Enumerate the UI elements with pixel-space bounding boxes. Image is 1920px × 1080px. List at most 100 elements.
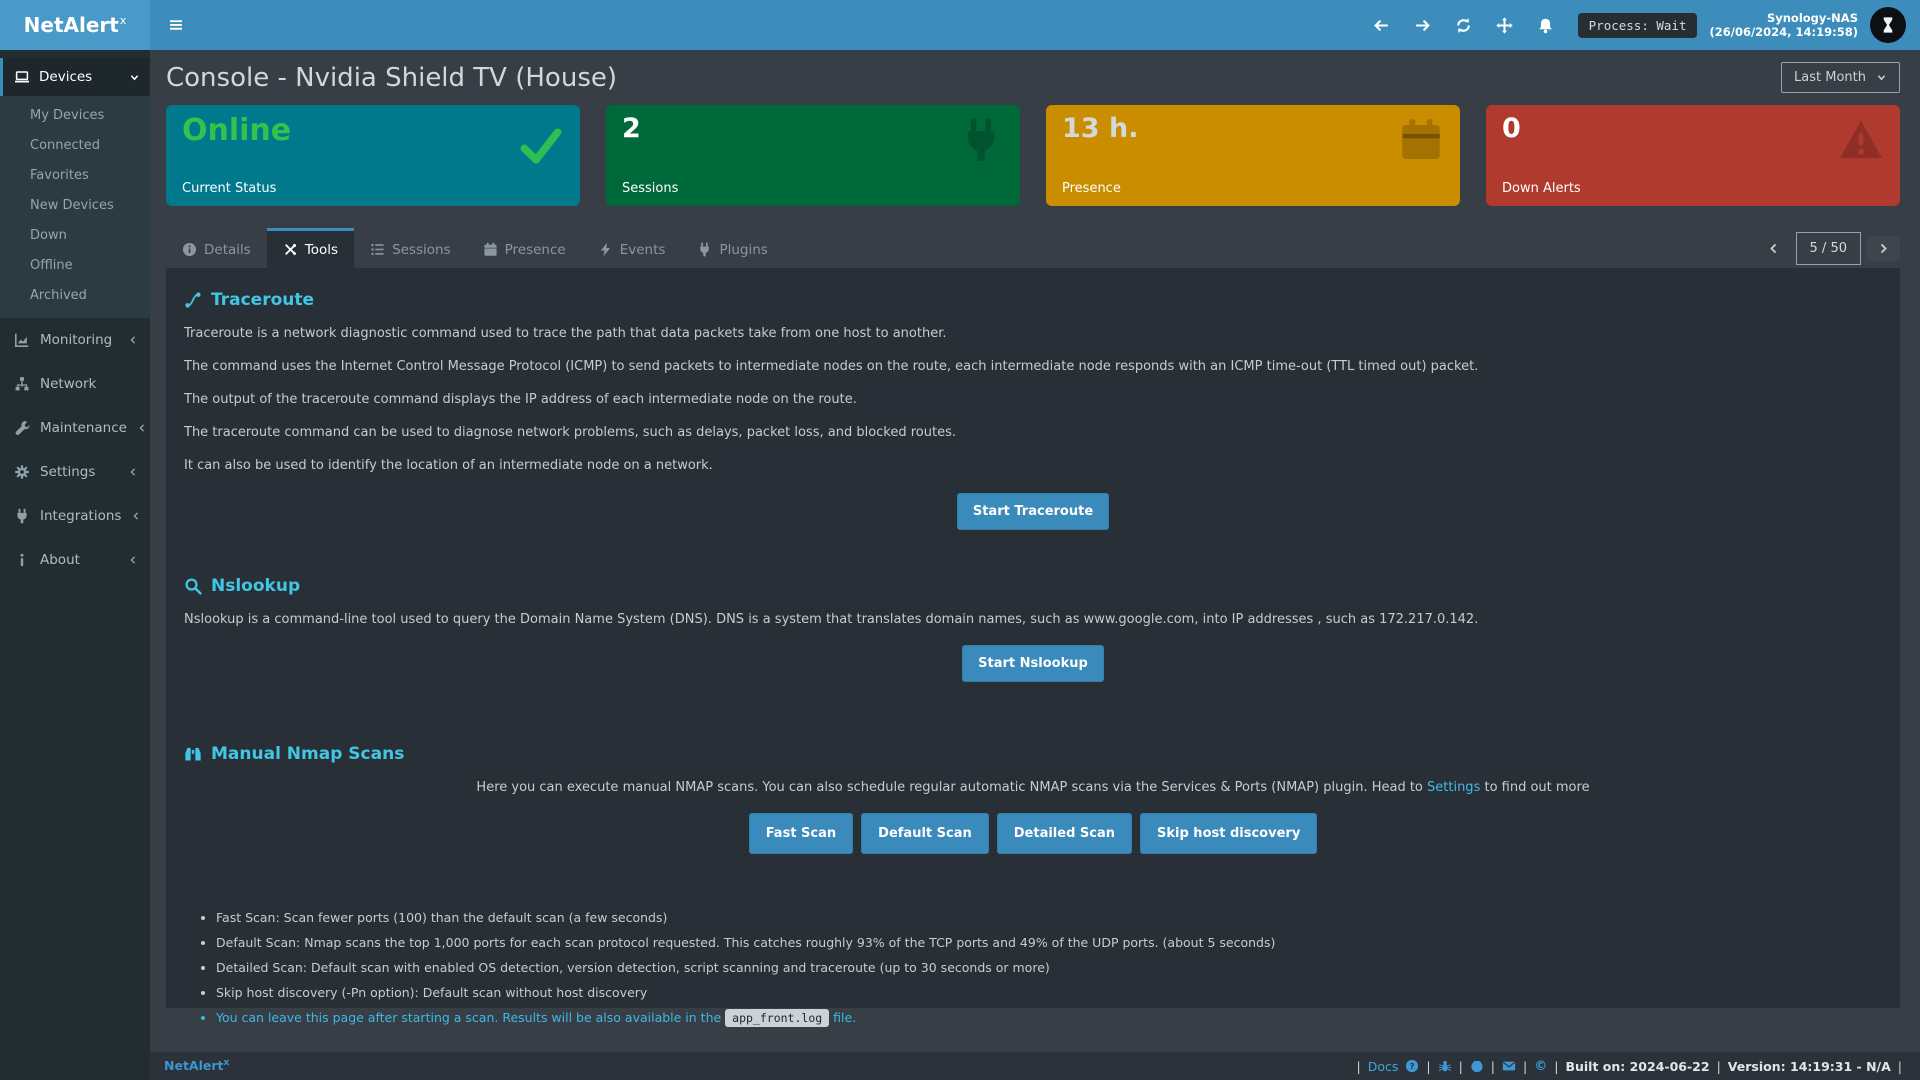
nmap-intro-tail: to find out more bbox=[1480, 780, 1590, 795]
traceroute-paragraph: The command uses the Internet Control Me… bbox=[184, 359, 1479, 374]
envelope-icon[interactable] bbox=[1502, 1059, 1516, 1073]
bolt-icon bbox=[598, 242, 613, 257]
chevron-left-icon bbox=[128, 467, 138, 477]
sidebar-item-favorites[interactable]: Favorites bbox=[30, 167, 89, 183]
tab-plugins[interactable]: Plugins bbox=[681, 228, 783, 268]
nmap-notes: Fast Scan: Scan fewer ports (100) than t… bbox=[184, 910, 1882, 1027]
sidebar-settings-label: Settings bbox=[40, 464, 96, 480]
current-status-value: Online bbox=[182, 113, 292, 148]
hamburger-icon[interactable] bbox=[150, 0, 202, 50]
separator: | bbox=[1716, 1058, 1721, 1074]
sidebar-item-down[interactable]: Down bbox=[30, 227, 67, 243]
footer-meta: | Docs | | | | © | Built on: 2024-06-22 … bbox=[1356, 1059, 1902, 1074]
current-status-card: Online Current Status bbox=[166, 105, 580, 206]
traceroute-paragraph: The output of the traceroute command dis… bbox=[184, 392, 857, 407]
info-icon bbox=[14, 552, 30, 568]
refresh-icon[interactable] bbox=[1443, 0, 1484, 50]
brand-logo[interactable]: NetAlertx bbox=[0, 0, 150, 50]
chevron-left-icon bbox=[128, 335, 138, 345]
sidebar-item-integrations[interactable]: Integrations bbox=[0, 494, 150, 538]
fast-scan-button[interactable]: Fast Scan bbox=[748, 813, 854, 854]
separator: | bbox=[1426, 1058, 1431, 1074]
period-select-value: Last Month bbox=[1794, 70, 1866, 85]
user-avatar[interactable] bbox=[1870, 7, 1906, 43]
sidebar-item-my-devices[interactable]: My Devices bbox=[30, 107, 105, 123]
question-circle-icon[interactable] bbox=[1405, 1059, 1419, 1073]
detailed-scan-button[interactable]: Detailed Scan bbox=[996, 813, 1133, 854]
tab-presence[interactable]: Presence bbox=[467, 228, 582, 268]
tab-sessions-label: Sessions bbox=[392, 241, 451, 258]
period-select[interactable]: Last Month bbox=[1781, 62, 1900, 93]
sidebar-item-maintenance[interactable]: Maintenance bbox=[0, 406, 150, 450]
sidebar-item-network[interactable]: Network bbox=[0, 362, 150, 406]
footer-brand-link[interactable]: NetAlertx bbox=[164, 1058, 229, 1073]
tab-events[interactable]: Events bbox=[582, 228, 682, 268]
nslookup-paragraph: Nslookup is a command-line tool used to … bbox=[184, 612, 1479, 627]
sidebar-integrations-label: Integrations bbox=[40, 508, 122, 524]
sidebar-network-label: Network bbox=[40, 376, 97, 392]
back-arrow-icon[interactable] bbox=[1361, 0, 1402, 50]
check-icon bbox=[518, 123, 564, 169]
chevron-left-icon bbox=[128, 555, 138, 565]
presence-label: Presence bbox=[1062, 181, 1121, 196]
start-traceroute-button[interactable]: Start Traceroute bbox=[956, 493, 1110, 530]
nslookup-title: Nslookup bbox=[211, 576, 301, 596]
status-cards: Online Current Status 2 Sessions 13 h. P… bbox=[166, 105, 1900, 206]
start-nslookup-button[interactable]: Start Nslookup bbox=[962, 645, 1104, 682]
tab-presence-label: Presence bbox=[504, 241, 566, 258]
sidebar-item-settings[interactable]: Settings bbox=[0, 450, 150, 494]
sidebar-about-label: About bbox=[40, 552, 80, 568]
tools-panel: Traceroute Traceroute is a network diagn… bbox=[166, 268, 1900, 1027]
devices-submenu: My Devices Connected Favorites New Devic… bbox=[0, 96, 150, 318]
nslookup-heading: Nslookup bbox=[184, 576, 1882, 596]
chevron-right-icon bbox=[1877, 242, 1890, 255]
traceroute-paragraph: Traceroute is a network diagnostic comma… bbox=[184, 326, 947, 341]
settings-link[interactable]: Settings bbox=[1427, 780, 1481, 795]
sidebar: Devices My Devices Connected Favorites N… bbox=[0, 50, 150, 1080]
binoculars-icon bbox=[184, 745, 202, 763]
github-icon[interactable] bbox=[1470, 1059, 1484, 1073]
footer: NetAlertx | Docs | | | | © | Built on: 2… bbox=[150, 1052, 1920, 1080]
tab-sessions[interactable]: Sessions bbox=[354, 228, 467, 268]
gear-icon bbox=[14, 464, 30, 480]
host-datetime: (26/06/2024, 14:19:58) bbox=[1709, 25, 1858, 39]
calendar-icon bbox=[1398, 117, 1444, 163]
bell-icon[interactable] bbox=[1525, 0, 1566, 50]
sessions-label: Sessions bbox=[622, 181, 679, 196]
sidebar-item-connected[interactable]: Connected bbox=[30, 137, 101, 153]
pager-prev-button[interactable] bbox=[1757, 236, 1790, 261]
chevron-down-icon bbox=[129, 72, 140, 83]
tab-tools[interactable]: Tools bbox=[266, 228, 355, 268]
chevron-down-icon bbox=[1876, 72, 1887, 83]
top-nav: Process: Wait Synology-NAS (26/06/2024, … bbox=[150, 0, 1920, 50]
chevron-left-icon bbox=[1767, 242, 1780, 255]
docs-link[interactable]: Docs bbox=[1367, 1058, 1399, 1074]
pager-next-button[interactable] bbox=[1867, 235, 1900, 261]
sidebar-item-offline[interactable]: Offline bbox=[30, 257, 73, 273]
bug-icon[interactable] bbox=[1438, 1059, 1452, 1073]
sidebar-item-new-devices[interactable]: New Devices bbox=[30, 197, 114, 213]
nmap-title: Manual Nmap Scans bbox=[211, 744, 405, 764]
tab-details[interactable]: Details bbox=[166, 228, 267, 268]
move-icon[interactable] bbox=[1484, 0, 1525, 50]
sidebar-monitoring-label: Monitoring bbox=[40, 332, 113, 348]
calendar-icon bbox=[483, 242, 498, 257]
route-icon bbox=[184, 291, 202, 309]
sidebar-item-archived[interactable]: Archived bbox=[30, 287, 87, 303]
pager-position: 5 / 50 bbox=[1795, 231, 1861, 265]
tab-plugins-label: Plugins bbox=[719, 241, 768, 258]
nmap-note-log-link[interactable]: You can leave this page after starting a… bbox=[216, 1009, 1882, 1027]
separator: | bbox=[1523, 1058, 1528, 1074]
sidebar-item-monitoring[interactable]: Monitoring bbox=[0, 318, 150, 362]
tools-icon bbox=[283, 242, 298, 257]
nmap-note: Detailed Scan: Default scan with enabled… bbox=[216, 960, 1882, 975]
forward-arrow-icon[interactable] bbox=[1402, 0, 1443, 50]
copyright-icon[interactable]: © bbox=[1534, 1058, 1548, 1074]
chevron-left-icon bbox=[131, 511, 141, 521]
separator: | bbox=[1490, 1058, 1496, 1074]
default-scan-button[interactable]: Default Scan bbox=[861, 813, 989, 854]
sidebar-item-about[interactable]: About bbox=[0, 538, 150, 582]
sidebar-item-devices[interactable]: Devices bbox=[0, 58, 150, 96]
down-alerts-label: Down Alerts bbox=[1502, 181, 1581, 196]
skip-host-discovery-button[interactable]: Skip host discovery bbox=[1140, 813, 1318, 854]
